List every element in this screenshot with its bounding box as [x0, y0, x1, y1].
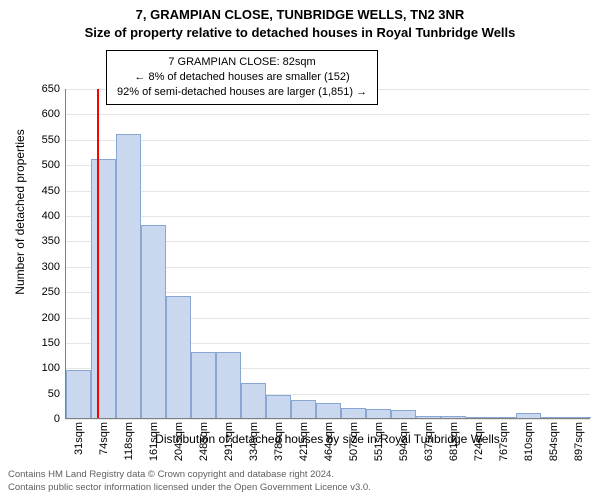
plot-region: 0501001502002503003504004505005506006503… — [65, 89, 590, 419]
histogram-bar — [416, 416, 441, 419]
property-marker-line — [97, 89, 99, 418]
gridline — [66, 191, 590, 192]
ytick-label: 100 — [42, 362, 66, 374]
ytick-label: 200 — [42, 312, 66, 324]
y-axis-label: Number of detached properties — [13, 112, 27, 312]
ytick-label: 550 — [42, 134, 66, 146]
histogram-bar — [241, 383, 266, 419]
histogram-bar — [141, 225, 166, 418]
histogram-bar — [266, 395, 291, 418]
title-line2: Size of property relative to detached ho… — [0, 24, 600, 42]
ytick-label: 350 — [42, 235, 66, 247]
ytick-label: 50 — [48, 388, 66, 400]
histogram-bar — [216, 352, 241, 418]
footer-line1: Contains HM Land Registry data © Crown c… — [8, 469, 371, 481]
footer-line2: Contains public sector information licen… — [8, 482, 371, 494]
gridline — [66, 140, 590, 141]
ytick-label: 400 — [42, 210, 66, 222]
histogram-bar — [116, 134, 141, 418]
ytick-label: 300 — [42, 261, 66, 273]
title-block: 7, GRAMPIAN CLOSE, TUNBRIDGE WELLS, TN2 … — [0, 0, 600, 41]
histogram-bar — [191, 352, 216, 418]
histogram-bar — [291, 400, 316, 418]
x-axis-label: Distribution of detached houses by size … — [65, 432, 590, 446]
histogram-bar — [316, 403, 341, 418]
gridline — [66, 216, 590, 217]
ytick-label: 600 — [42, 108, 66, 120]
gridline — [66, 419, 590, 420]
histogram-bar — [491, 417, 516, 419]
histogram-bar — [366, 409, 391, 418]
histogram-bar — [341, 408, 366, 418]
chart-container: 7, GRAMPIAN CLOSE, TUNBRIDGE WELLS, TN2 … — [0, 0, 600, 500]
histogram-bar — [566, 417, 591, 419]
footer: Contains HM Land Registry data © Crown c… — [8, 469, 371, 494]
histogram-bar — [66, 370, 91, 418]
callout-line1: 7 GRAMPIAN CLOSE: 82sqm — [117, 55, 367, 70]
histogram-bar — [441, 416, 466, 419]
ytick-label: 450 — [42, 185, 66, 197]
title-line1: 7, GRAMPIAN CLOSE, TUNBRIDGE WELLS, TN2 … — [0, 6, 600, 24]
ytick-label: 500 — [42, 159, 66, 171]
callout-line3: 92% of semi-detached houses are larger (… — [117, 85, 367, 100]
histogram-bar — [166, 296, 191, 418]
histogram-bar — [541, 417, 566, 419]
callout-box: 7 GRAMPIAN CLOSE: 82sqm ← 8% of detached… — [106, 50, 378, 105]
callout-line2: ← 8% of detached houses are smaller (152… — [117, 70, 367, 85]
gridline — [66, 114, 590, 115]
gridline — [66, 165, 590, 166]
histogram-bar — [466, 417, 491, 419]
histogram-bar — [516, 413, 541, 418]
histogram-bar — [391, 410, 416, 418]
ytick-label: 0 — [54, 413, 66, 425]
histogram-bar — [91, 159, 116, 418]
ytick-label: 650 — [42, 83, 66, 95]
ytick-label: 150 — [42, 337, 66, 349]
ytick-label: 250 — [42, 286, 66, 298]
